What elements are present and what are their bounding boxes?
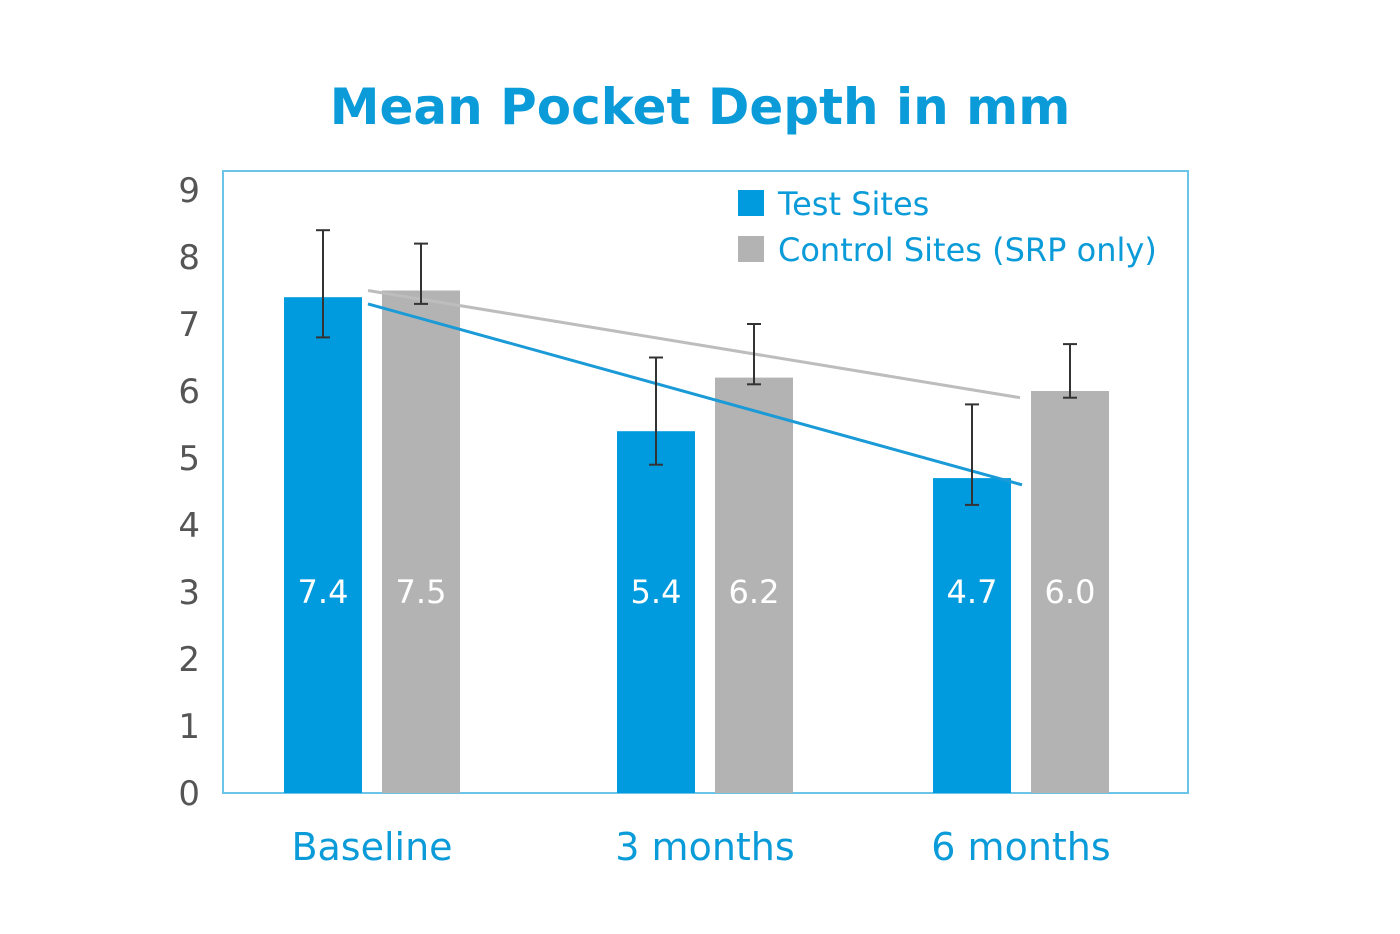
y-tick-label-4: 4 xyxy=(178,506,200,546)
y-tick-label-2: 2 xyxy=(178,640,200,680)
value-label-0-0: 7.4 xyxy=(298,573,349,611)
bars xyxy=(284,290,1109,793)
y-tick-label-5: 5 xyxy=(178,439,200,479)
y-tick-label-9: 9 xyxy=(178,171,200,211)
value-label-0-1: 5.4 xyxy=(631,573,682,611)
error-bar-0-0 xyxy=(316,229,330,339)
value-label-0-2: 4.7 xyxy=(947,573,998,611)
y-tick-label-0: 0 xyxy=(178,774,200,814)
error-bar-0-2 xyxy=(965,403,979,506)
x-tick-label-2: 6 months xyxy=(931,825,1110,869)
bar-0-0 xyxy=(284,297,362,793)
bar-1-2 xyxy=(1031,391,1109,793)
bar-1-1 xyxy=(715,377,793,793)
legend-item-1: Control Sites (SRP only) xyxy=(738,231,1157,269)
legend-label-0: Test Sites xyxy=(777,185,929,223)
y-tick-label-6: 6 xyxy=(178,372,200,412)
bar-0-2 xyxy=(933,478,1011,793)
bar-0-1 xyxy=(617,431,695,793)
legend-swatch-1 xyxy=(738,236,764,262)
y-tick-label-8: 8 xyxy=(178,238,200,278)
value-labels: 7.4 5.4 4.7 7.5 6.2 6.0 xyxy=(298,573,1096,611)
value-label-1-0: 7.5 xyxy=(396,573,447,611)
x-tick-label-1: 3 months xyxy=(615,825,794,869)
value-label-1-2: 6.0 xyxy=(1045,573,1096,611)
error-bar-1-0 xyxy=(414,242,428,305)
error-bars xyxy=(316,229,1077,506)
legend-label-1: Control Sites (SRP only) xyxy=(778,231,1157,269)
legend: Test Sites Control Sites (SRP only) xyxy=(738,185,1157,269)
error-bar-0-1 xyxy=(649,356,663,466)
y-tick-label-7: 7 xyxy=(178,305,200,345)
value-label-1-1: 6.2 xyxy=(729,573,780,611)
x-tick-label-0: Baseline xyxy=(291,825,452,869)
trend-line-1 xyxy=(367,289,1021,400)
legend-item-0: Test Sites xyxy=(738,185,929,223)
bar-1-0 xyxy=(382,290,460,793)
trend-line-0 xyxy=(367,302,1023,487)
y-tick-label-1: 1 xyxy=(178,707,200,747)
y-axis: 0 1 2 3 4 5 6 7 8 9 xyxy=(178,171,200,814)
error-bar-1-2 xyxy=(1063,343,1077,399)
plot-frame xyxy=(222,170,1189,794)
error-bar-1-1 xyxy=(747,323,761,386)
x-axis: Baseline 3 months 6 months xyxy=(291,825,1110,869)
y-tick-label-3: 3 xyxy=(178,573,200,613)
legend-swatch-0 xyxy=(738,190,764,216)
trend-lines xyxy=(367,289,1023,487)
chart-title: Mean Pocket Depth in mm xyxy=(329,78,1071,136)
